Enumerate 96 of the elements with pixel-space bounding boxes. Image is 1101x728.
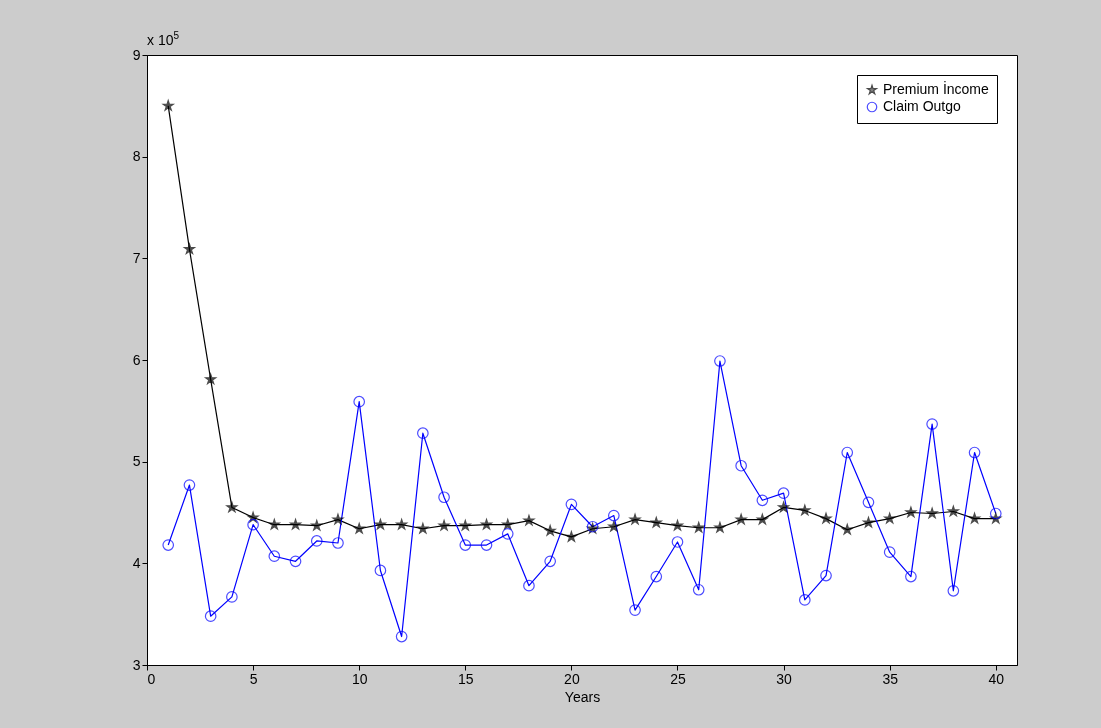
text: x 10$^{5}$ <box>147 30 180 48</box>
point <box>396 518 408 530</box>
point <box>968 446 981 459</box>
y-tick-label: 6 <box>132 351 141 368</box>
point <box>353 522 365 534</box>
point <box>905 506 917 518</box>
point <box>417 522 429 534</box>
point <box>926 507 938 519</box>
point <box>438 519 450 531</box>
x-tick-label: 0 <box>147 670 156 687</box>
point <box>607 509 620 522</box>
point <box>884 512 896 524</box>
point <box>204 610 217 623</box>
point <box>629 604 641 616</box>
x-axis-title: Years <box>564 688 601 705</box>
y-tick-label: 8 <box>132 148 141 165</box>
point <box>883 546 896 558</box>
point <box>502 518 514 530</box>
point <box>756 494 769 507</box>
x-tick-label: 10 <box>351 670 368 687</box>
point <box>226 501 238 513</box>
point <box>162 539 175 551</box>
x-tick-label: 25 <box>670 670 686 687</box>
point <box>820 512 832 524</box>
point <box>417 427 429 440</box>
x-tick-label: 15 <box>458 670 474 687</box>
point <box>523 514 535 526</box>
point <box>735 459 747 472</box>
point <box>862 516 875 528</box>
point <box>289 518 302 530</box>
point <box>311 519 323 531</box>
point <box>968 512 981 524</box>
point <box>735 513 747 525</box>
x-tick-label: 30 <box>776 670 793 687</box>
point <box>374 518 386 530</box>
point <box>480 518 493 530</box>
point <box>247 518 259 531</box>
point <box>841 446 854 459</box>
point <box>183 243 196 255</box>
point <box>226 591 238 603</box>
point <box>650 516 662 528</box>
point <box>268 550 281 563</box>
point <box>501 528 514 540</box>
point <box>268 518 280 530</box>
point <box>692 583 705 596</box>
point <box>778 501 790 513</box>
point <box>629 513 641 525</box>
point <box>714 355 726 367</box>
point <box>353 395 366 408</box>
point <box>989 507 1002 520</box>
point <box>693 521 705 533</box>
point <box>671 519 684 531</box>
point <box>332 513 344 525</box>
legend-label: Premium İncome <box>883 80 990 97</box>
point <box>374 564 387 577</box>
point <box>459 519 471 531</box>
point <box>820 569 832 582</box>
y-tick-label: 4 <box>132 554 141 571</box>
point <box>926 418 938 430</box>
point <box>905 570 917 583</box>
point <box>608 520 620 532</box>
y-tick-label: 7 <box>132 249 141 266</box>
point <box>947 505 959 517</box>
point <box>799 504 811 516</box>
legend-label: Claim Outgo <box>883 98 962 114</box>
y-tick-label: 3 <box>132 656 141 673</box>
x-tick-label: 5 <box>249 670 258 687</box>
x-tick-label: 40 <box>988 670 1005 687</box>
point <box>947 584 960 597</box>
point <box>544 524 556 536</box>
y-tick-label: 9 <box>132 46 141 63</box>
point <box>395 630 408 643</box>
point <box>205 373 217 385</box>
point <box>841 523 853 535</box>
point <box>777 487 790 500</box>
point <box>650 570 663 583</box>
point <box>332 537 344 549</box>
x-tick-label: 35 <box>882 670 899 687</box>
point <box>565 531 577 542</box>
point <box>798 594 811 606</box>
point <box>480 539 493 551</box>
point <box>438 491 450 504</box>
point <box>756 513 768 525</box>
point <box>671 536 684 548</box>
point <box>565 498 578 511</box>
y-tick-label: 5 <box>132 453 141 470</box>
point <box>862 496 875 509</box>
point <box>459 539 472 551</box>
x-tick-label: 20 <box>564 670 580 687</box>
point <box>310 535 323 547</box>
point <box>289 555 302 568</box>
point <box>544 555 557 568</box>
point <box>162 99 174 111</box>
point <box>183 479 196 491</box>
point <box>714 521 726 533</box>
point <box>523 579 535 592</box>
